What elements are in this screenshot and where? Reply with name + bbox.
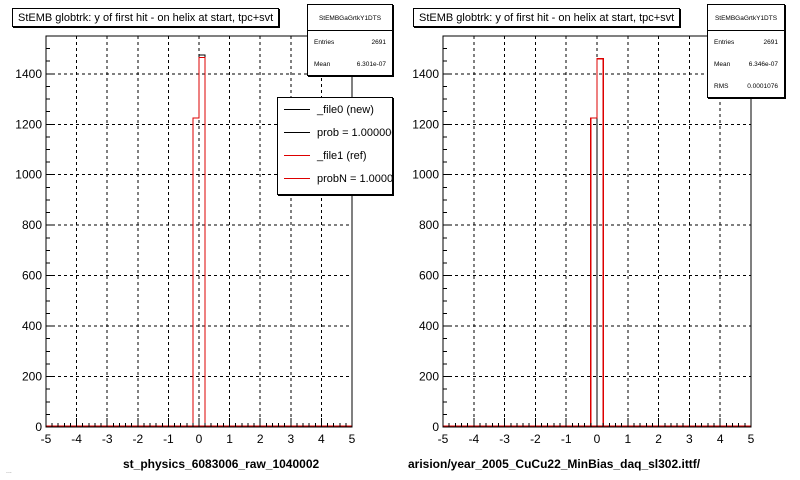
legend-entry: _file1 (ref): [278, 144, 392, 167]
stats-rms-label: RMS: [714, 82, 729, 90]
stats-entries-value: 2691: [371, 38, 386, 46]
x-tick-label: -1: [163, 432, 174, 446]
x-tick-label: 4: [717, 432, 724, 446]
stats-mean-value: 6.301e-07: [356, 60, 386, 68]
x-tick-label: 0: [594, 432, 601, 446]
x-tick-label: -5: [41, 432, 52, 446]
y-tick-label: 0: [35, 420, 42, 434]
x-tick-label: 2: [257, 432, 264, 446]
x-tick-label: 3: [287, 432, 294, 446]
y-tick-label: 200: [22, 370, 42, 384]
stats-mean-label: Mean: [314, 60, 331, 68]
x-tick-label: 2: [655, 432, 662, 446]
y-tick-label: 1400: [15, 67, 42, 81]
legend-label: _file1 (ref): [317, 149, 367, 162]
stats-entries-row: Entries 2691: [308, 31, 392, 53]
legend-entry: probN = 1.000000: [278, 167, 392, 190]
x-tick-label: -4: [468, 432, 479, 446]
stats-rms-row: RMS 0.0001076: [708, 75, 784, 97]
stats-rms-value: 0.0001076: [747, 82, 778, 90]
stats-mean-row: Mean 6.346e-07: [708, 53, 784, 75]
x-tick-label: 1: [624, 432, 631, 446]
legend-line-icon: [284, 178, 310, 179]
x-tick-label: -4: [71, 432, 82, 446]
legend-entry: prob = 1.000000: [278, 121, 392, 144]
histogram-pad-left: -5 -4 -3 -2 -1 0 1 2 3 4 5 0 200 400 600 800 1000 1200 140…: [6, 4, 393, 475]
x-tick-label: -5: [438, 432, 449, 446]
legend-label: _file0 (new): [317, 103, 374, 116]
footer-text: ...: [6, 468, 12, 475]
x-tick-label: -2: [530, 432, 541, 446]
histogram-series-ref: [590, 58, 604, 427]
x-axis-title: st_physics_6083006_raw_1040002: [123, 457, 320, 471]
y-tick-label: 1400: [412, 67, 439, 81]
x-tick-label: -2: [132, 432, 143, 446]
x-tick-label: -3: [499, 432, 510, 446]
y-tick-label: 1200: [15, 117, 42, 131]
stats-box: StEMBGaGrtkY1DTS Entries 2691 Mean 6.301…: [307, 4, 393, 76]
histogram-plot-right: -5 -4 -3 -2 -1 0 1 2 3 4 5 0 200 400 600 800 1000 1200 140…: [412, 35, 755, 446]
legend-label: prob = 1.000000: [317, 126, 393, 139]
x-tick-label: 5: [349, 432, 356, 446]
stats-mean-row: Mean 6.301e-07: [308, 53, 392, 75]
histogram-pad-right: -5 -4 -3 -2 -1 0 1 2 3 4 5 0 200 400 600 800 1000 1200 140…: [400, 0, 800, 480]
stats-name: StEMBGaGrtkY1DTS: [308, 5, 392, 31]
y-tick-label: 400: [419, 319, 439, 333]
stats-entries-label: Entries: [714, 38, 735, 46]
stats-entries-value: 2691: [763, 38, 778, 46]
histogram-title: StEMB globtrk: y of first hit - on helix…: [12, 8, 280, 27]
stats-name: StEMBGaGrtkY1DTS: [708, 5, 784, 31]
y-tick-label: 1000: [412, 168, 439, 182]
y-tick-label: 1200: [412, 117, 439, 131]
y-tick-label: 0: [432, 420, 439, 434]
histogram-title: StEMB globtrk: y of first hit - on helix…: [413, 8, 681, 27]
legend-line-icon: [284, 132, 310, 133]
y-tick-label: 400: [22, 319, 42, 333]
legend-line-icon: [284, 109, 310, 110]
legend-line-icon: [284, 155, 310, 156]
histogram-series-ref: [192, 56, 206, 427]
stats-mean-label: Mean: [714, 60, 731, 68]
x-axis-title: arision/year_2005_CuCu22_MinBias_daq_sl3…: [408, 457, 701, 471]
y-tick-label: 800: [22, 218, 42, 232]
x-tick-label: -3: [102, 432, 113, 446]
y-tick-label: 200: [419, 370, 439, 384]
y-tick-label: 600: [22, 269, 42, 283]
x-tick-label: 1: [226, 432, 233, 446]
x-tick-label: 5: [748, 432, 755, 446]
stats-mean-value: 6.346e-07: [748, 60, 778, 68]
stats-entries-label: Entries: [314, 38, 335, 46]
histogram-plot-left: -5 -4 -3 -2 -1 0 1 2 3 4 5 0 200 400 600 800 1000 1200 140…: [15, 35, 356, 446]
y-tick-label: 1000: [15, 168, 42, 182]
y-tick-label: 800: [419, 218, 439, 232]
x-tick-label: 4: [318, 432, 325, 446]
histogram-series-new: [590, 117, 598, 427]
legend: _file0 (new) prob = 1.000000 _file1 (ref…: [277, 97, 393, 195]
y-tick-label: 600: [419, 269, 439, 283]
stats-entries-row: Entries 2691: [708, 31, 784, 53]
x-tick-label: 0: [196, 432, 203, 446]
x-tick-label: 3: [686, 432, 693, 446]
stats-box: StEMBGaGrtkY1DTS Entries 2691 Mean 6.346…: [707, 4, 785, 98]
x-tick-label: -1: [561, 432, 572, 446]
legend-entry: _file0 (new): [278, 98, 392, 121]
legend-label: probN = 1.000000: [317, 172, 393, 185]
